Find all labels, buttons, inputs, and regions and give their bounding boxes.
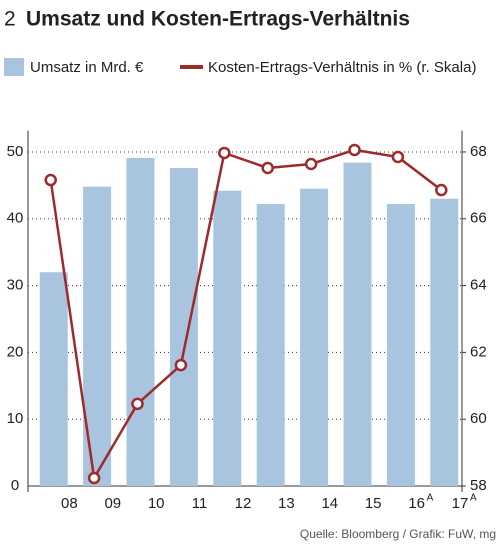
line-point xyxy=(304,157,318,171)
y2-tick-label: 58 xyxy=(470,477,487,494)
bar xyxy=(430,198,459,486)
legend-label: Umsatz in Mrd. € xyxy=(30,59,144,76)
legend-swatch-bar xyxy=(4,58,24,76)
line-point xyxy=(174,358,188,372)
bar xyxy=(256,204,285,486)
line-point xyxy=(44,173,57,187)
line-point xyxy=(435,183,448,197)
x-tick-label: 17 xyxy=(452,495,469,512)
y2-tick-label: 68 xyxy=(470,143,487,160)
x-tick-label: 08 xyxy=(61,495,78,512)
chart-title: Umsatz und Kosten-Ertrags-Verhältnis xyxy=(26,8,410,31)
line xyxy=(49,148,443,482)
figure-number: 2 xyxy=(4,8,16,31)
line-point xyxy=(261,161,274,175)
bar xyxy=(386,204,415,486)
y2-tick-label: 60 xyxy=(470,410,487,427)
line-point xyxy=(131,397,144,411)
x-tick-label: 12 xyxy=(235,495,252,512)
x-tick-label: 13 xyxy=(278,495,295,512)
legend-label: Kosten-Ertrags-Verhältnis in % (r. Skala… xyxy=(208,59,476,76)
x-tick-label: 16 xyxy=(408,495,425,512)
bar xyxy=(126,157,155,486)
bar xyxy=(83,186,112,486)
y2-tick-label: 66 xyxy=(470,210,487,227)
y-tick-label: 10 xyxy=(7,410,24,427)
x-tick-label: 10 xyxy=(148,495,165,512)
y-tick-label: 0 xyxy=(11,477,19,494)
x-tick-label: 11 xyxy=(192,495,208,512)
y-tick-label: 50 xyxy=(7,143,24,160)
y2-tick-label: 64 xyxy=(470,277,487,294)
bar xyxy=(39,272,68,486)
y-tick-label: 30 xyxy=(7,277,24,294)
x-tick-label: 15 xyxy=(365,495,382,512)
source: Quelle: Bloomberg / Grafik: FuW, mg xyxy=(300,527,496,541)
line-point xyxy=(348,143,361,157)
bar xyxy=(343,162,372,487)
bar xyxy=(169,167,198,486)
x-tick-note: A xyxy=(470,493,477,504)
line-point xyxy=(391,150,405,164)
line-point xyxy=(218,146,231,160)
x-tick-note: A xyxy=(427,493,434,504)
bar xyxy=(213,190,242,486)
y-tick-label: 40 xyxy=(7,210,24,227)
y2-tick-label: 62 xyxy=(470,343,487,360)
bar xyxy=(300,188,329,487)
x-tick-label: 14 xyxy=(321,495,338,512)
x-tick-label: 09 xyxy=(104,495,121,512)
line-point xyxy=(87,471,101,485)
y-tick-label: 20 xyxy=(7,343,24,360)
